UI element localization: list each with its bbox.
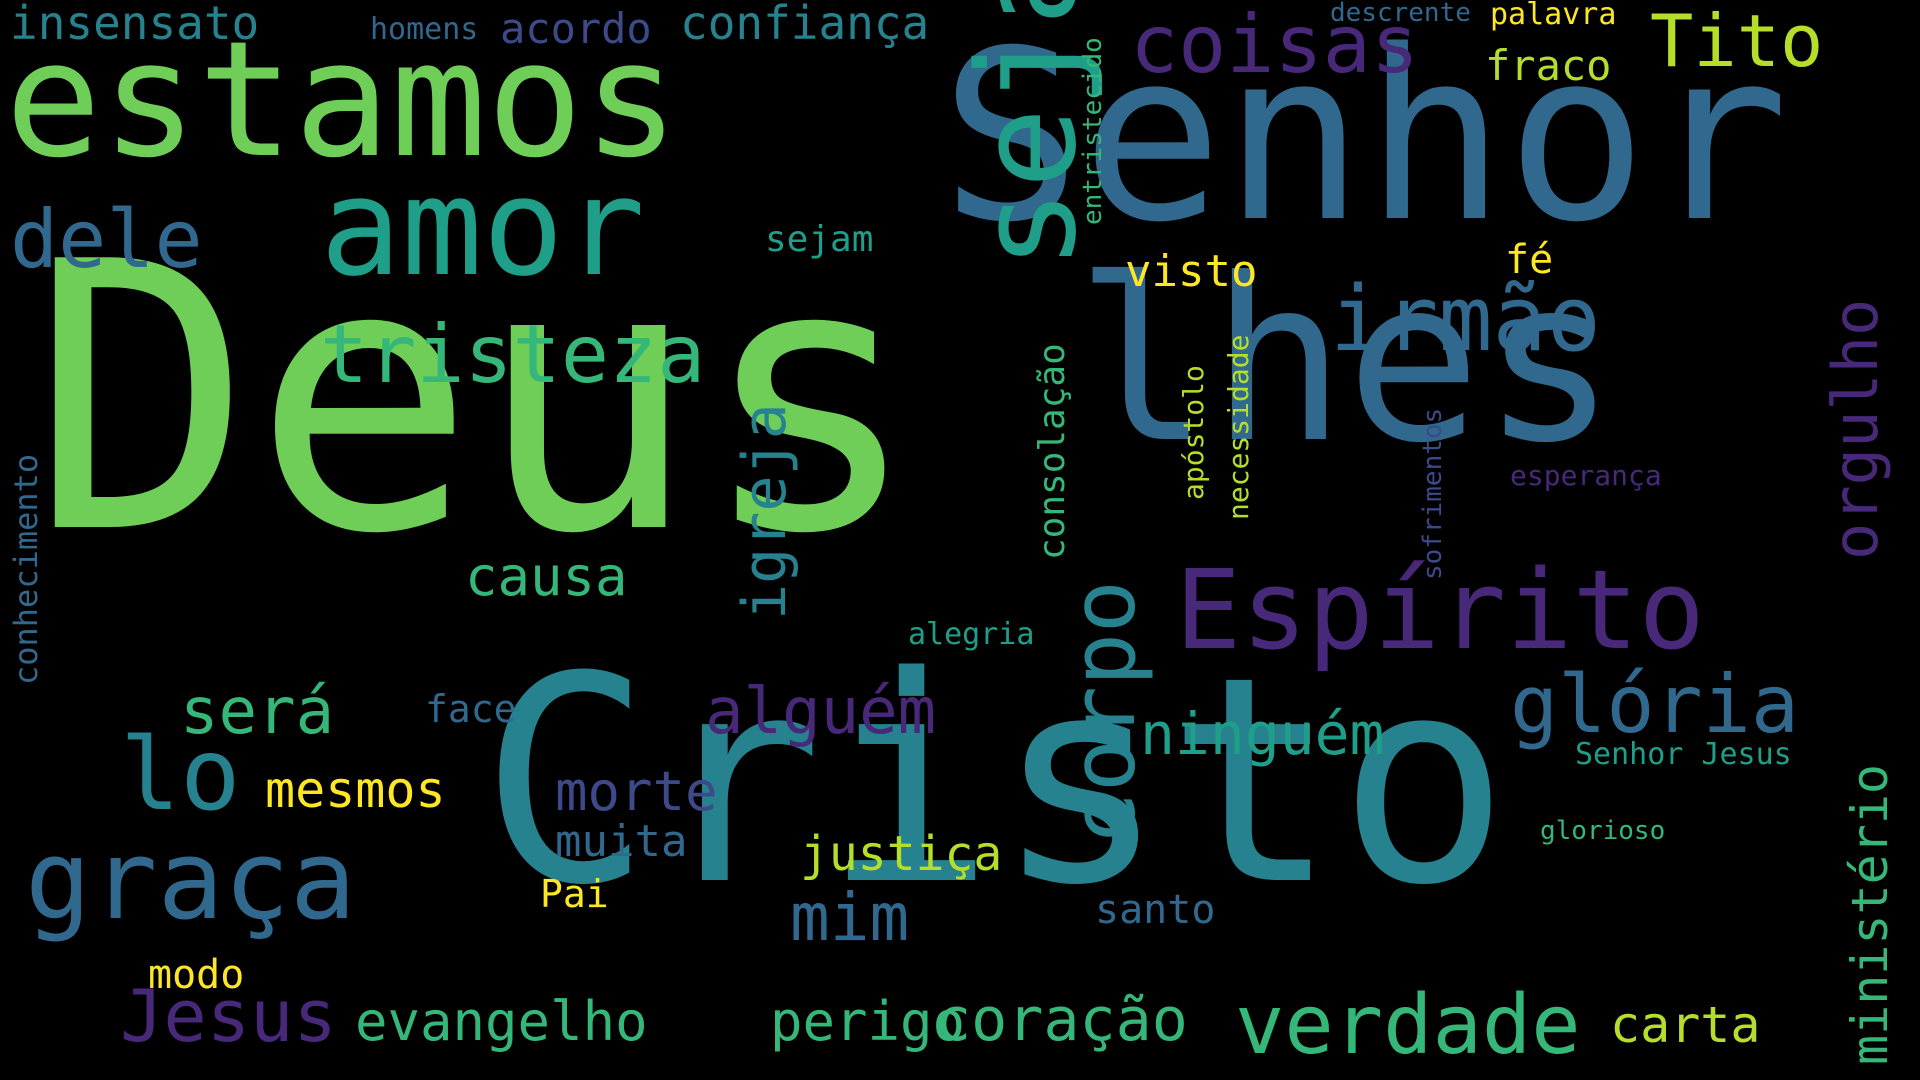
word: glorioso: [1540, 816, 1666, 846]
word: alguém: [705, 675, 937, 749]
word: apóstolo: [1177, 365, 1210, 500]
word: coração: [935, 985, 1188, 1055]
word: carta: [1610, 996, 1761, 1054]
word: causa: [465, 545, 628, 608]
word: alegria: [908, 617, 1035, 652]
word: ministério: [1841, 763, 1899, 1065]
word: igreja: [730, 403, 800, 620]
word: santo: [1095, 887, 1216, 933]
word: consolação: [1032, 343, 1073, 560]
word: Tito: [1650, 0, 1824, 83]
word: fé: [1505, 237, 1554, 283]
word: evangelho: [355, 990, 648, 1053]
word: visto: [1125, 246, 1258, 297]
word: sejam: [765, 219, 874, 260]
word: ninguém: [1140, 700, 1385, 768]
word: fraco: [1485, 41, 1612, 90]
word: seja: [949, 0, 1106, 270]
word: será: [180, 675, 335, 749]
word: esperança: [1510, 459, 1662, 492]
word: glória: [1510, 658, 1799, 751]
word: Senhor Jesus: [1575, 737, 1792, 772]
word: face: [425, 687, 517, 731]
word: amor: [320, 149, 646, 306]
word: acordo: [500, 4, 652, 53]
word: descrente: [1330, 0, 1471, 28]
word: graça: [25, 816, 357, 944]
word: lhes: [1075, 231, 1617, 493]
word: Espírito: [1175, 546, 1705, 674]
word: morte: [555, 760, 718, 823]
word: Jesus: [120, 974, 337, 1058]
word: necessidade: [1222, 334, 1255, 520]
word: dele: [10, 193, 203, 286]
word: Deus: [30, 185, 922, 615]
word: irmão: [1330, 267, 1601, 372]
word: confiança: [680, 0, 930, 50]
word: homens: [370, 12, 479, 47]
word: insensato: [10, 0, 260, 50]
word: mim: [790, 879, 910, 956]
word: verdade: [1235, 978, 1581, 1073]
word: conhecimento: [7, 453, 45, 685]
word: mesmos: [265, 761, 446, 819]
word: orgulho: [1819, 298, 1892, 560]
word: perigo: [770, 990, 966, 1053]
word: Pai: [540, 872, 609, 916]
word: entristecido: [1078, 37, 1108, 225]
word: Senhor: [940, 1, 1789, 274]
word: Cristo: [480, 616, 1510, 948]
word: lo: [120, 716, 241, 833]
word: modo: [148, 952, 245, 998]
word: justiça: [800, 826, 1003, 882]
word: palavra: [1490, 0, 1617, 32]
word: estamos: [5, 6, 680, 193]
word: corpo: [1052, 580, 1155, 845]
word: tristeza: [320, 308, 706, 401]
word: muita: [555, 816, 688, 867]
word: sofrimentos: [1418, 407, 1448, 580]
word: coisas: [1130, 0, 1419, 91]
